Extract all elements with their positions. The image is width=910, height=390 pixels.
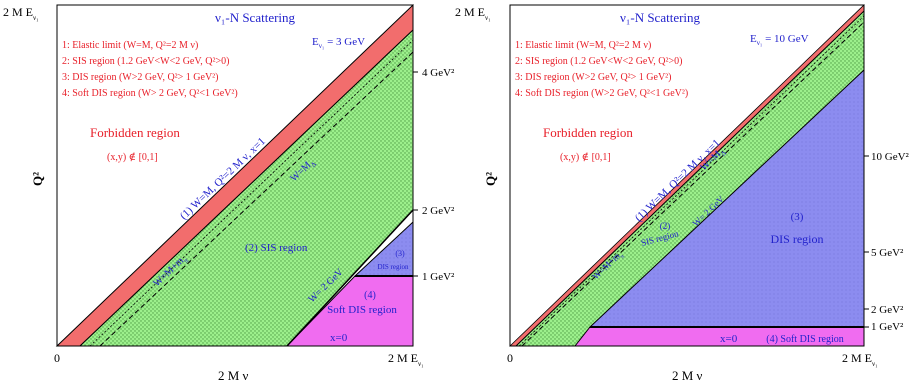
- left-panel: ν₁-N Scattering Eν₁ = 3 GeV 1: Elastic l…: [3, 3, 455, 383]
- right-right-tick-2: 2 GeV²: [871, 304, 904, 316]
- left-x-end: 2 M Eν₁: [388, 351, 424, 368]
- left-y-top: 2 M Eν₁: [3, 5, 39, 22]
- right-right-tick-10: 10 GeV²: [871, 151, 910, 163]
- left-energy: Eν₁ = 3 GeV: [312, 36, 365, 50]
- left-right-tick-4: 4 GeV²: [422, 67, 455, 79]
- right-forbidden-label: Forbidden region: [543, 125, 633, 140]
- right-legend-1: 1: Elastic limit (W=M, Q²=2 M ν): [515, 40, 651, 51]
- right-legend-2: 2: SIS region (1.2 GeV<W<2 GeV, Q²>0): [515, 56, 683, 67]
- right-legend-4: 4: Soft DIS region (W>2 GeV, Q²<1 GeV²): [515, 88, 688, 99]
- right-x0-label: x=0: [720, 333, 738, 345]
- right-w-mmpi-line: [518, 15, 865, 347]
- right-energy: Eν₁ = 10 GeV: [750, 33, 809, 47]
- right-legend-3: 3: DIS region (W>2 GeV, Q²> 1 GeV²): [515, 72, 672, 83]
- right-y-top: 2 M Eν₁: [455, 5, 491, 22]
- left-right-tick-2: 2 GeV²: [422, 205, 455, 217]
- right-panel: ν₁-N Scattering Eν₁ = 10 GeV 1: Elastic …: [455, 4, 910, 383]
- left-right-tick-1: 1 GeV²: [422, 271, 455, 283]
- left-legend-2: 2: SIS region (1.2 GeV<W<2 GeV, Q²>0): [62, 56, 230, 67]
- right-title: ν₁-N Scattering: [620, 10, 701, 25]
- left-w2-line: [286, 209, 414, 347]
- right-right-tick-5: 5 GeV²: [871, 247, 904, 259]
- right-soft-label: (4) Soft DIS region: [766, 334, 844, 345]
- right-right-tick-1: 1 GeV²: [871, 321, 904, 333]
- right-dis-num: (3): [791, 211, 804, 223]
- left-dis-label: DIS region: [378, 263, 409, 271]
- right-x-end: 2 M Eν₁: [842, 351, 878, 368]
- right-y-label: Q²: [483, 172, 498, 186]
- left-soft-num: (4): [364, 290, 376, 301]
- left-sis-label: (2) SIS region: [245, 242, 308, 254]
- left-dis-num: (3): [395, 249, 405, 258]
- left-y-label: Q²: [30, 172, 45, 186]
- left-legend-4: 4: Soft DIS region (W> 2 GeV, Q²<1 GeV²): [62, 88, 238, 99]
- left-x0-label: x=0: [330, 332, 348, 344]
- left-soft-label: Soft DIS region: [327, 304, 397, 316]
- right-dis-region: [588, 68, 865, 328]
- left-x-origin: 0: [54, 351, 60, 365]
- right-frame: [509, 4, 865, 347]
- left-forbidden-label: Forbidden region: [90, 125, 180, 140]
- right-w-mdelta-line: [521, 21, 865, 347]
- right-x-origin: 0: [507, 351, 513, 365]
- right-dis-label: DIS region: [771, 232, 824, 246]
- right-xy-label: (x,y) ∉ [0,1]: [560, 152, 611, 163]
- left-x-label: 2 M ν: [218, 368, 249, 383]
- left-title: ν₁-N Scattering: [215, 10, 296, 25]
- left-xy-label: (x,y) ∉ [0,1]: [107, 152, 158, 163]
- right-sis-num: (2): [660, 221, 671, 231]
- right-x-label: 2 M ν: [672, 368, 703, 383]
- left-legend-1: 1: Elastic limit (W=M, Q²=2 M ν): [62, 40, 198, 51]
- left-legend-3: 3: DIS region (W>2 GeV, Q²> 1 GeV²): [62, 72, 219, 83]
- left-frame: [56, 4, 414, 347]
